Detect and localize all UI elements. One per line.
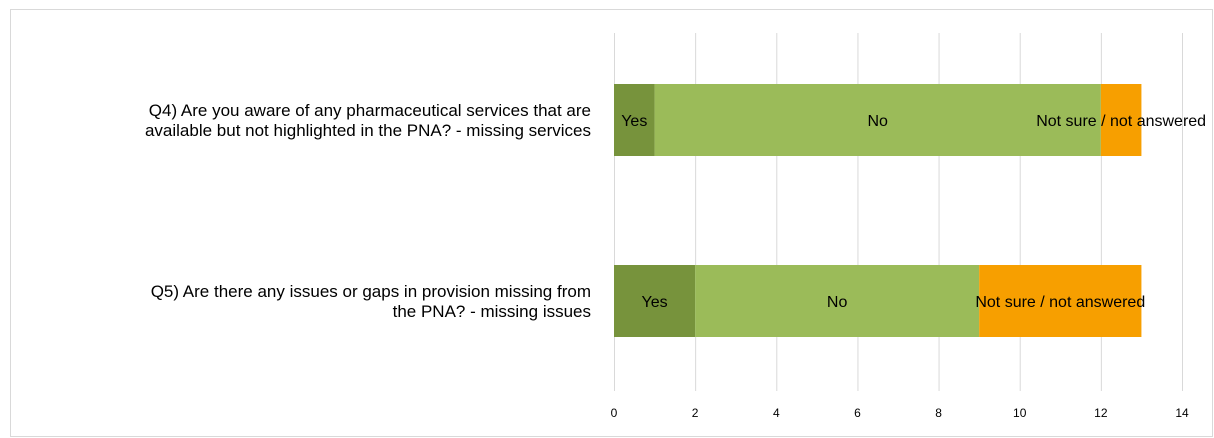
x-tick-label: 6 (854, 406, 861, 420)
bar-segment-label: Not sure / not answered (1036, 113, 1206, 130)
chart-frame (10, 9, 1213, 437)
category-label: Q5) Are there any issues or gaps in prov… (151, 282, 591, 301)
bar-segment-label: No (867, 113, 888, 130)
bar-segment-yes (614, 265, 696, 337)
bar-segment-no (695, 265, 980, 337)
category-label: the PNA? - missing issues (393, 302, 591, 321)
x-tick-label: 4 (773, 406, 780, 420)
x-tick-label: 10 (1013, 406, 1027, 420)
bar-segment-not-sure-not-answered (1100, 84, 1142, 156)
bar-segment-label: Yes (621, 113, 647, 130)
bar-segment-not-sure-not-answered (979, 265, 1142, 337)
x-tick-label: 0 (611, 406, 618, 420)
x-tick-label: 12 (1094, 406, 1108, 420)
bar-segment-yes (614, 84, 655, 156)
bar-segment-label: Not sure / not answered (975, 294, 1145, 311)
category-label: Q4) Are you aware of any pharmaceutical … (149, 101, 591, 120)
x-tick-label: 2 (692, 406, 699, 420)
category-label: available but not highlighted in the PNA… (145, 121, 591, 140)
bar-segment-label: No (827, 294, 848, 311)
x-tick-label: 8 (935, 406, 942, 420)
bar-segment-label: Yes (642, 294, 668, 311)
x-tick-label: 14 (1175, 406, 1189, 420)
bar-segment-no (654, 84, 1101, 156)
